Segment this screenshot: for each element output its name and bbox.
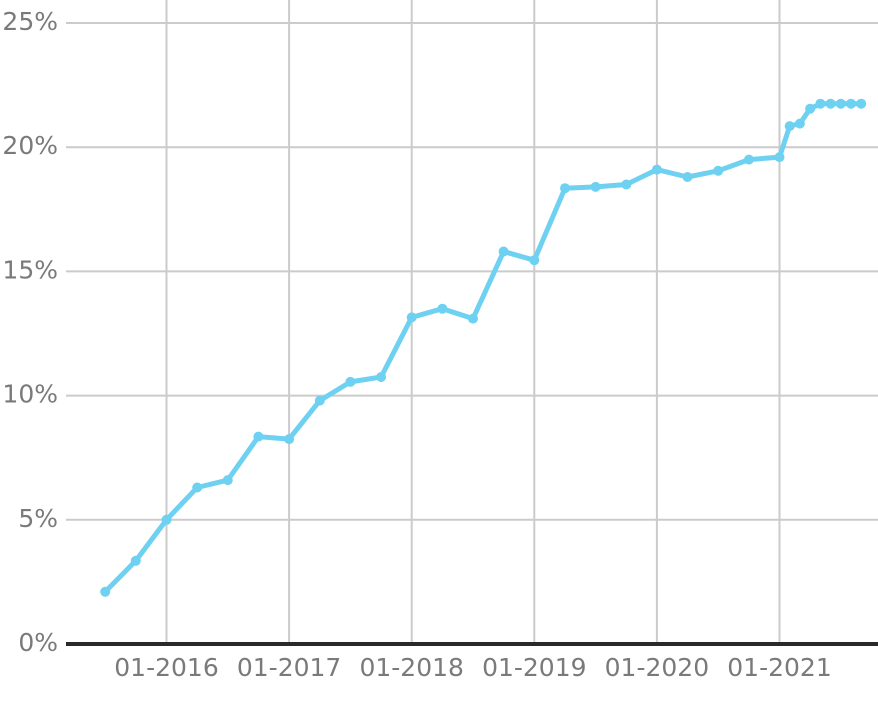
data-point-marker — [815, 98, 826, 109]
data-point-marker — [805, 103, 816, 114]
data-point-marker — [253, 431, 264, 442]
data-point-marker — [560, 183, 570, 194]
data-point-marker — [784, 121, 795, 132]
data-point-marker — [743, 154, 754, 165]
y-tick-label: 25% — [2, 7, 58, 36]
data-point-marker — [284, 434, 295, 445]
y-tick-label: 5% — [18, 504, 58, 533]
series-markers-share — [100, 98, 867, 597]
data-point-marker — [590, 181, 601, 192]
data-point-marker — [856, 98, 867, 109]
x-tick-label: 01-2016 — [114, 653, 218, 682]
data-point-marker — [835, 98, 846, 109]
data-point-marker — [376, 372, 387, 382]
x-tick-label: 01-2020 — [605, 653, 709, 682]
x-tick-label: 01-2019 — [482, 653, 586, 682]
series-line-share — [102, 101, 864, 595]
data-point-marker — [345, 376, 356, 387]
data-point-marker — [825, 98, 836, 109]
data-point-marker — [529, 255, 540, 266]
y-axis-tick-labels: 0% 5% 10% 15% 20% 25% — [2, 7, 58, 657]
data-point-marker — [498, 246, 509, 257]
data-point-marker — [682, 172, 693, 182]
data-point-marker — [794, 118, 805, 129]
y-tick-label: 15% — [2, 255, 58, 284]
horizontal-gridlines — [66, 22, 878, 521]
y-tick-label: 10% — [2, 380, 58, 409]
x-tick-label: 01-2021 — [727, 653, 831, 682]
data-point-marker — [192, 482, 203, 493]
data-point-marker — [621, 179, 632, 190]
data-point-marker — [468, 313, 478, 324]
x-tick-label: 01-2017 — [237, 653, 341, 682]
x-tick-label: 01-2018 — [359, 653, 463, 682]
y-tick-label: 0% — [18, 628, 58, 657]
vertical-gridlines — [165, 0, 781, 644]
x-axis-tick-labels: 01-2016 01-2017 01-2018 01-2019 01-2020 01-20… — [114, 653, 831, 682]
data-point-marker — [437, 303, 448, 314]
data-point-marker — [846, 98, 856, 109]
data-point-marker — [130, 555, 141, 566]
data-point-marker — [314, 395, 325, 406]
data-point-marker — [774, 152, 785, 163]
data-point-marker — [651, 164, 662, 175]
data-point-marker — [222, 475, 233, 486]
y-tick-label: 20% — [2, 131, 58, 160]
data-point-marker — [161, 514, 172, 525]
data-point-marker — [406, 312, 417, 323]
data-point-marker — [100, 586, 111, 597]
data-point-marker — [713, 165, 724, 176]
